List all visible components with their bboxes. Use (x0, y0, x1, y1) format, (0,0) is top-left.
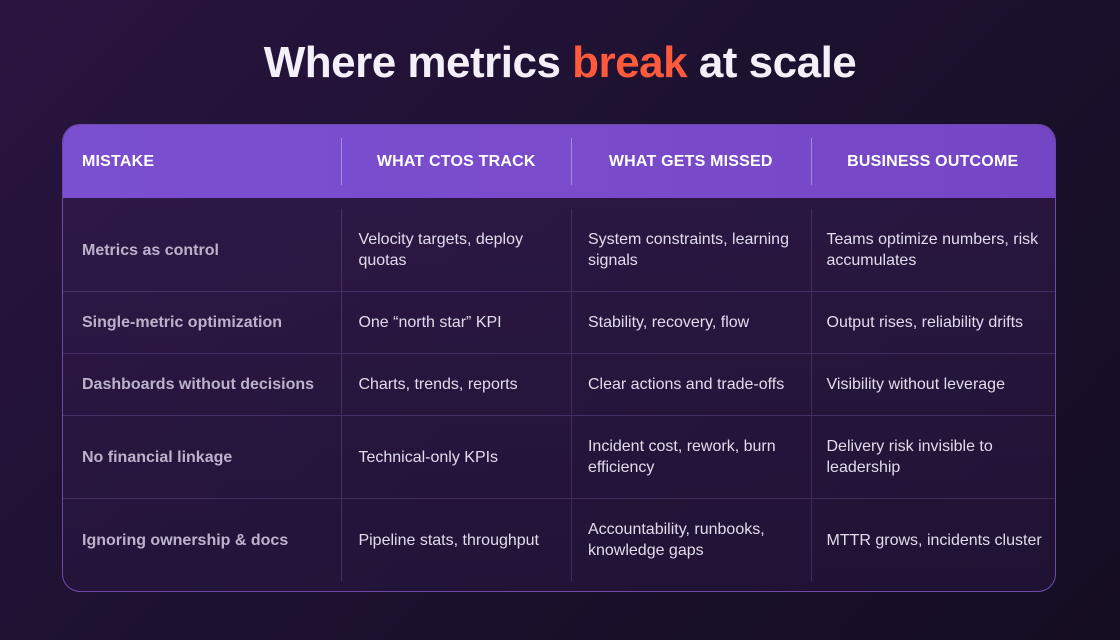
header-what-ctos-track: WHAT CTOS TRACK (341, 125, 571, 198)
cell-missed: Accountability, runbooks, knowledge gaps (570, 499, 811, 581)
table-row: No financial linkage Technical-only KPIs… (63, 416, 1055, 499)
cell-missed: Clear actions and trade-offs (570, 354, 811, 415)
cell-missed: Stability, recovery, flow (570, 292, 811, 353)
header-what-gets-missed: WHAT GETS MISSED (571, 125, 811, 198)
title-suffix: at scale (687, 38, 857, 87)
cell-outcome: Delivery risk invisible to leadership (810, 416, 1056, 498)
comparison-table: MISTAKE WHAT CTOS TRACK WHAT GETS MISSED… (62, 124, 1056, 592)
table-body: Metrics as control Velocity targets, dep… (63, 198, 1055, 581)
cell-mistake: Dashboards without decisions (82, 376, 315, 393)
cell-missed: Incident cost, rework, burn efficiency (570, 416, 811, 498)
cell-mistake: Metrics as control (82, 241, 219, 259)
cell-mistake: No financial linkage (82, 448, 233, 466)
title-prefix: Where metrics (263, 38, 573, 87)
title-accent-word: break (572, 38, 688, 87)
cell-outcome: Visibility without leverage (810, 354, 1056, 415)
cell-outcome: Output rises, reliability drifts (810, 292, 1056, 353)
cell-outcome: Teams optimize numbers, risk accumulates (810, 209, 1056, 291)
cell-mistake: Single-metric optimization (82, 314, 283, 331)
cell-track: Charts, trends, reports (341, 354, 571, 415)
cell-track: Velocity targets, deploy quotas (341, 209, 571, 291)
table-row: Metrics as control Velocity targets, dep… (63, 209, 1055, 292)
table-row: Ignoring ownership & docs Pipeline stats… (63, 499, 1055, 581)
header-mistake: MISTAKE (82, 152, 155, 170)
cell-track: One “north star” KPI (341, 292, 571, 353)
cell-missed: System constraints, learning signals (570, 209, 811, 291)
cell-mistake: Ignoring ownership & docs (82, 531, 289, 549)
table-row: Single-metric optimization One “north st… (63, 292, 1055, 354)
cell-track: Pipeline stats, throughput (341, 499, 571, 581)
cell-track: Technical-only KPIs (341, 416, 571, 498)
page-title: Where metrics break at scale (0, 36, 1120, 90)
cell-outcome: MTTR grows, incidents cluster (810, 499, 1056, 581)
table-header-row: MISTAKE WHAT CTOS TRACK WHAT GETS MISSED… (63, 125, 1055, 198)
table-row: Dashboards without decisions Charts, tre… (63, 354, 1055, 416)
header-business-outcome: BUSINESS OUTCOME (810, 125, 1056, 198)
